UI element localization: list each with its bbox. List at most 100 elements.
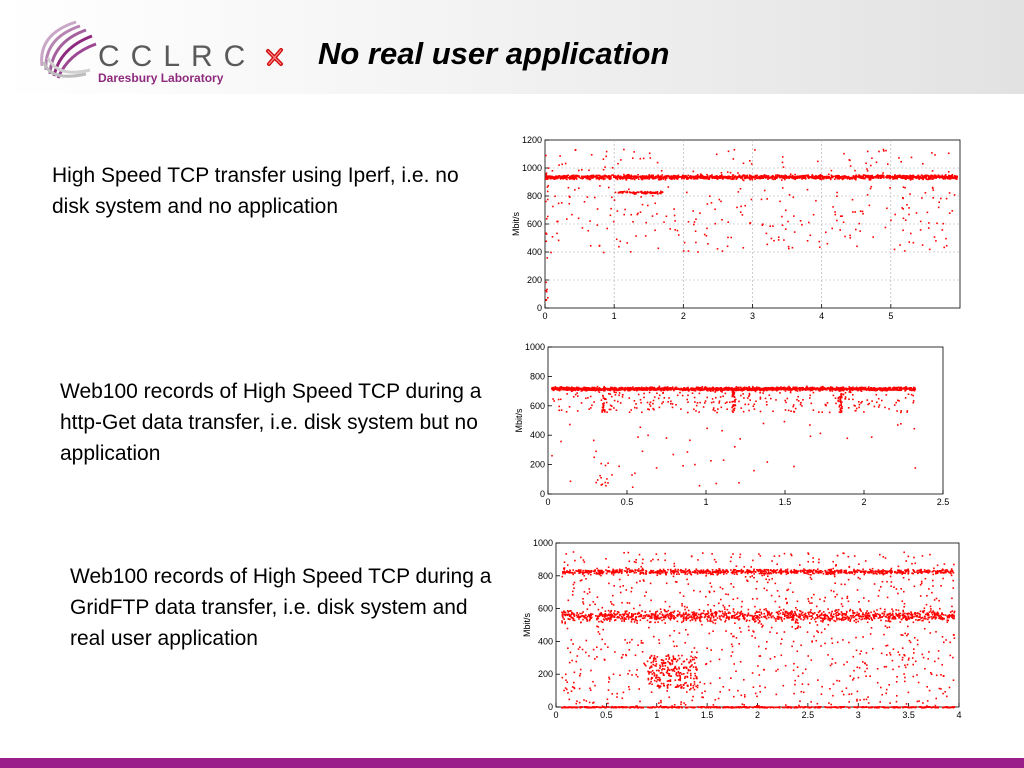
dip-point xyxy=(602,394,604,397)
outlier-point xyxy=(941,229,944,231)
data-point xyxy=(660,388,663,391)
data-point xyxy=(904,177,907,180)
outlier-point xyxy=(671,406,674,409)
outlier-point xyxy=(781,224,784,226)
outlier-point xyxy=(907,393,910,395)
data-point xyxy=(569,175,571,178)
outlier-point xyxy=(948,192,951,194)
data-point xyxy=(889,389,892,391)
outlier-point xyxy=(873,405,876,408)
data-point xyxy=(684,572,686,574)
data-point xyxy=(817,176,819,179)
data-point xyxy=(903,388,905,390)
data-point xyxy=(837,572,840,574)
data-point xyxy=(645,389,647,391)
outlier-point xyxy=(677,234,680,236)
outlier-point xyxy=(545,172,548,174)
data-point xyxy=(726,177,728,180)
data-point xyxy=(818,570,821,572)
data-point xyxy=(948,175,950,177)
data-point xyxy=(627,386,629,389)
data-point xyxy=(831,572,833,575)
outlier-point xyxy=(612,220,615,223)
data-point xyxy=(674,176,676,178)
y-axis-label: Mbit/s xyxy=(511,212,521,237)
dip-point xyxy=(602,388,605,391)
data-point xyxy=(571,386,573,388)
data-point xyxy=(868,386,870,388)
data-point xyxy=(900,386,902,389)
outlier-point xyxy=(908,241,911,243)
data-point xyxy=(734,571,736,574)
dip-point xyxy=(839,400,842,402)
data-point xyxy=(740,568,743,571)
data-point xyxy=(666,386,669,388)
data-point xyxy=(949,178,952,180)
outlier-point xyxy=(613,199,616,201)
data-point xyxy=(569,569,571,572)
outlier-point xyxy=(720,406,723,409)
outlier-point xyxy=(931,170,934,172)
outlier-point xyxy=(861,400,863,403)
outlier-point xyxy=(849,159,851,162)
dip-point xyxy=(838,390,841,392)
data-point xyxy=(793,568,795,571)
data-point xyxy=(605,388,607,390)
data-point xyxy=(563,386,565,389)
data-point xyxy=(845,177,847,179)
data-point xyxy=(633,178,636,181)
outlier-point xyxy=(546,186,549,188)
data-point xyxy=(559,178,562,180)
dip-point xyxy=(732,411,734,413)
data-point xyxy=(929,177,932,180)
outlier-point xyxy=(712,401,715,403)
data-point xyxy=(707,388,710,391)
data-point xyxy=(655,175,657,178)
data-point xyxy=(725,386,727,389)
data-point xyxy=(878,388,881,391)
outlier-point xyxy=(910,232,912,235)
outlier-point xyxy=(609,393,612,395)
data-point xyxy=(709,387,712,390)
data-point xyxy=(786,387,788,390)
outlier-point xyxy=(547,167,550,169)
data-point xyxy=(944,569,947,571)
data-point xyxy=(608,388,611,391)
outlier-point xyxy=(902,208,904,210)
data-point xyxy=(577,389,580,391)
data-point xyxy=(658,175,661,178)
data-point xyxy=(807,387,809,389)
data-point xyxy=(675,177,678,180)
data-point xyxy=(575,387,577,390)
data-point xyxy=(846,388,848,391)
data-point xyxy=(707,572,710,575)
outlier-point xyxy=(545,240,548,243)
y-tick-label: 600 xyxy=(538,604,553,614)
outlier-point xyxy=(611,196,613,199)
outlier-point xyxy=(945,237,947,240)
data-point xyxy=(843,177,845,180)
data-point xyxy=(558,389,561,392)
data-point xyxy=(597,572,599,575)
data-point xyxy=(619,178,622,180)
data-point xyxy=(798,387,800,390)
outlier-point xyxy=(786,397,789,400)
data-point xyxy=(864,386,867,389)
data-point xyxy=(767,176,769,179)
outlier-point xyxy=(906,411,908,413)
data-point xyxy=(716,389,718,392)
outlier-point xyxy=(866,170,869,172)
dip-point xyxy=(839,411,842,414)
data-point xyxy=(813,386,815,389)
outlier-point xyxy=(932,187,934,189)
data-point xyxy=(953,177,955,180)
data-point xyxy=(884,570,886,572)
data-point xyxy=(589,175,591,177)
data-point xyxy=(743,174,746,177)
data-point xyxy=(946,570,948,573)
data-point xyxy=(651,388,654,390)
outlier-point xyxy=(547,215,549,218)
outlier-point xyxy=(791,246,794,249)
outlier-point xyxy=(630,409,632,411)
outlier-point xyxy=(580,402,583,404)
